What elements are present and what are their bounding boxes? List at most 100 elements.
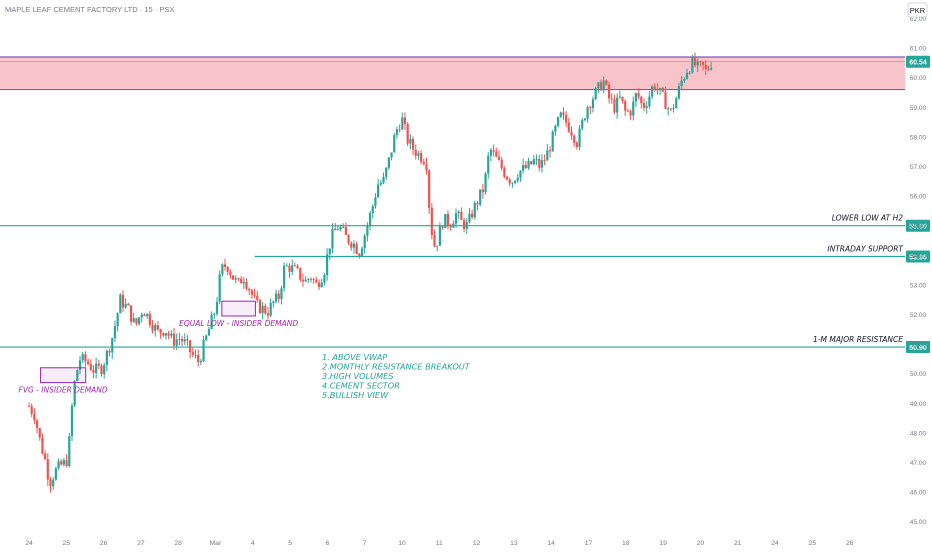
- candle-body: [52, 479, 55, 487]
- candle-body: [382, 177, 385, 183]
- candle-body: [140, 314, 143, 318]
- candle-body: [546, 150, 549, 161]
- x-tick-label: 20: [697, 540, 705, 547]
- candle-body: [320, 282, 323, 288]
- level-label: LOWER LOW AT H2: [832, 214, 903, 223]
- x-tick-label: 24: [25, 540, 33, 547]
- candle-body: [121, 294, 125, 308]
- candle-body: [683, 78, 686, 81]
- candle-body: [675, 98, 678, 109]
- price-tag: [906, 219, 930, 232]
- candle-body: [677, 86, 681, 99]
- candle-body: [44, 453, 47, 460]
- price-tag: [906, 341, 930, 354]
- candle-body: [156, 325, 160, 330]
- candle-body: [409, 138, 412, 144]
- y-tick-label: 57.00: [910, 164, 927, 171]
- candle-body: [358, 253, 361, 257]
- candle-body: [221, 264, 224, 275]
- candle-body: [497, 156, 501, 160]
- candle-body: [599, 82, 603, 91]
- candle-body: [129, 305, 133, 322]
- candle-body: [328, 248, 331, 255]
- candle-body: [449, 225, 452, 228]
- analysis-note: 4.CEMENT SECTOR: [322, 381, 400, 391]
- candle-body: [132, 318, 135, 322]
- candle-body: [315, 279, 318, 283]
- candle-body: [699, 61, 702, 63]
- y-tick-label: 58.00: [910, 134, 927, 141]
- y-tick-label: 51.00: [910, 342, 927, 349]
- currency-badge[interactable]: [907, 2, 928, 18]
- candle-body: [323, 274, 326, 283]
- candle-body: [527, 161, 530, 169]
- candle-body: [105, 351, 108, 366]
- candle-body: [304, 279, 307, 282]
- candle-body: [495, 151, 498, 157]
- candle-body: [86, 361, 90, 365]
- candle-body: [293, 265, 296, 267]
- candle-body: [379, 182, 382, 185]
- candle-body: [589, 107, 592, 109]
- candle-body: [339, 227, 342, 230]
- candle-body: [613, 99, 616, 113]
- candle-body: [205, 335, 208, 340]
- price-tag: [906, 250, 930, 263]
- candle-body: [65, 460, 68, 466]
- candle-body: [554, 125, 557, 132]
- candle-body: [248, 288, 251, 291]
- demand-box-label: FVG - INSIDER DEMAND: [19, 386, 108, 395]
- candle-body: [661, 87, 664, 92]
- candle-body: [92, 370, 95, 373]
- y-tick-label: 54.00: [910, 253, 927, 260]
- candle-body: [288, 265, 291, 272]
- candle-body: [551, 131, 554, 152]
- candle-body: [573, 135, 576, 143]
- candle-body: [336, 229, 339, 231]
- candle-body: [127, 303, 130, 306]
- candle-body: [232, 275, 235, 280]
- candle-body: [245, 281, 248, 289]
- x-tick-label: 25: [809, 540, 817, 547]
- price-tag-label: 60.54: [909, 60, 927, 67]
- analysis-note: 1. ABOVE VWAP: [322, 352, 387, 362]
- candle-body: [97, 363, 100, 366]
- price-tag-label: 55.00: [909, 224, 927, 231]
- candle-body: [159, 329, 162, 333]
- candle-body: [602, 80, 605, 91]
- candle-body: [583, 118, 587, 121]
- candle-body: [307, 278, 310, 280]
- candle-body: [398, 129, 401, 131]
- x-tick-label: 11: [436, 540, 443, 547]
- candle-body: [422, 161, 425, 165]
- price-tag-label: 50.90: [909, 345, 927, 352]
- candle-body: [213, 313, 216, 315]
- candle-body: [261, 305, 264, 313]
- candle-body: [360, 248, 364, 257]
- candle-body: [390, 152, 393, 158]
- candle-body: [570, 131, 573, 136]
- candle-body: [154, 325, 157, 331]
- y-tick-label: 46.00: [910, 490, 927, 497]
- candle-body: [524, 164, 527, 169]
- y-tick-label: 61.00: [910, 46, 927, 53]
- price-tag: [906, 55, 930, 68]
- candle-body: [650, 86, 654, 97]
- candle-body: [366, 225, 369, 236]
- candle-body: [202, 339, 205, 361]
- candle-body: [38, 428, 41, 438]
- candle-body: [95, 363, 98, 373]
- y-tick-label: 45.00: [910, 519, 927, 526]
- currency-label: PKR: [910, 6, 926, 15]
- candle-body: [535, 159, 538, 160]
- candle-body: [403, 117, 407, 124]
- candle-body: [368, 213, 372, 226]
- candle-body: [696, 61, 699, 66]
- candle-body: [374, 197, 377, 206]
- candle-body: [438, 226, 441, 246]
- candle-body: [283, 265, 286, 289]
- x-tick-label: 13: [510, 540, 518, 547]
- y-tick-label: 59.00: [910, 105, 927, 112]
